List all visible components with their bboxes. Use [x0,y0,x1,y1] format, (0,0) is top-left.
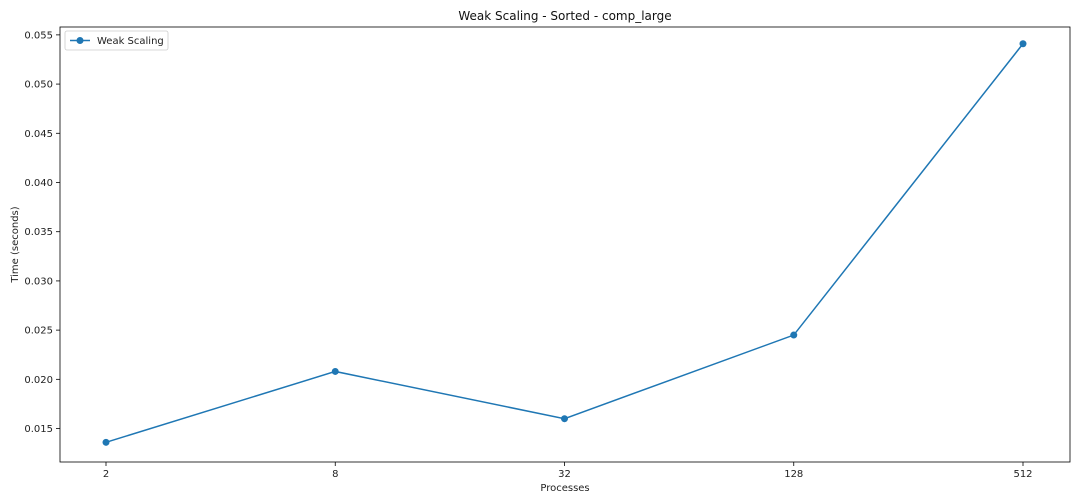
x-tick-label: 2 [103,469,109,480]
plot-area [59,26,1071,463]
x-tick-label: 128 [784,469,803,480]
legend-marker-swatch [76,37,84,44]
y-tick-label: 0.035 [24,227,53,238]
series-line-weak-scaling [105,43,1024,444]
data-point [561,415,568,423]
y-tick-label: 0.030 [24,276,53,287]
x-axis-label: Processes [540,483,589,494]
y-tick-label: 0.055 [24,30,53,41]
legend: Weak Scaling [64,30,169,51]
y-axis: 0.015 0.020 0.025 0.030 0.035 0.040 0.045 0.050… [24,30,60,435]
legend-label: Weak Scaling [97,36,164,47]
y-axis-label: Time (seconds) [10,206,21,283]
data-point [331,367,339,375]
series-group [102,40,1027,446]
x-tick-label: 32 [558,469,571,480]
y-tick-label: 0.045 [24,129,53,140]
y-tick-label: 0.025 [24,326,53,337]
y-tick-label: 0.050 [24,80,53,91]
x-tick-label: 512 [1013,469,1032,480]
x-axis: 2 8 32 128 512 [103,462,1033,480]
y-tick-label: 0.040 [24,178,53,189]
x-tick-label: 8 [332,469,338,480]
data-point [1019,40,1027,48]
chart-title: Weak Scaling - Sorted - comp_large [458,9,671,23]
legend-box [64,30,169,51]
data-point [102,438,110,446]
y-tick-label: 0.015 [24,424,53,435]
data-point [790,331,798,339]
y-tick-label: 0.020 [24,375,53,386]
